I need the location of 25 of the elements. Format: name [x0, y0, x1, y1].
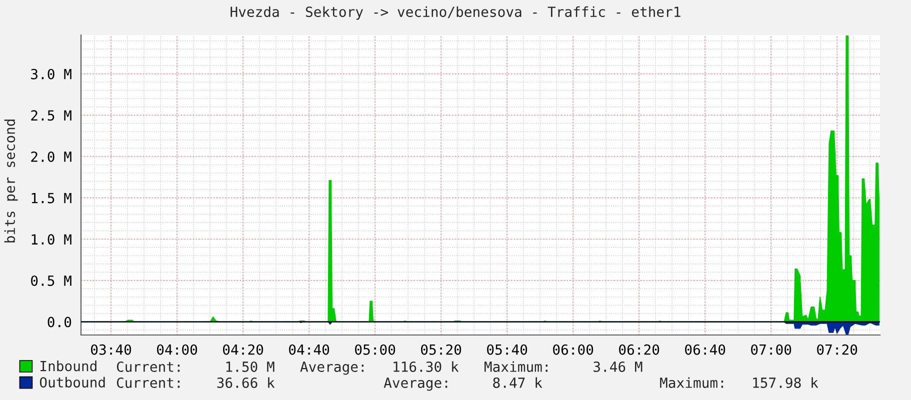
y-axis-title: bits per second — [4, 120, 18, 242]
y-tick-label: 1.0 M — [32, 234, 72, 245]
x-tick-label: 04:20 — [223, 344, 264, 355]
x-tick-label: 04:00 — [157, 344, 198, 355]
x-tick-label: 07:00 — [751, 344, 792, 355]
x-tick-label: 06:00 — [553, 344, 594, 355]
x-tick-label: 04:40 — [289, 344, 330, 355]
y-tick-label: 2.0 M — [31, 151, 72, 162]
chart-title: Hvezda - Sektory -> vecino/benesova - Traffic - ether1 — [230, 6, 680, 20]
y-tick-label: 3.0 M — [31, 68, 72, 80]
text: Current: 1.50 M Average: 116.30 k Maximum: 3.46 M — [116, 361, 642, 375]
x-tick-label: 05:00 — [355, 344, 396, 355]
x-tick-label: 07:20 — [817, 344, 858, 355]
x-tick-label: 03:40 — [91, 344, 132, 355]
y-tick-label: 1.5 M — [32, 193, 72, 204]
x-tick-label: 05:20 — [421, 344, 462, 355]
y-tick-label: 2.5 M — [31, 110, 72, 121]
y-tick-label: 0.5 M — [31, 275, 72, 286]
x-tick-label: 06:20 — [619, 344, 660, 355]
legend-label: Outbound — [40, 376, 105, 388]
text: Current: 36.66 k Average: 8.47 k Maximum: 157.98 k — [116, 377, 818, 391]
x-tick-label: 05:40 — [487, 344, 528, 355]
legend-label: Inbound — [40, 360, 96, 372]
x-tick-label: 06:40 — [685, 344, 726, 355]
y-tick-label: 0.0 — [48, 316, 72, 328]
